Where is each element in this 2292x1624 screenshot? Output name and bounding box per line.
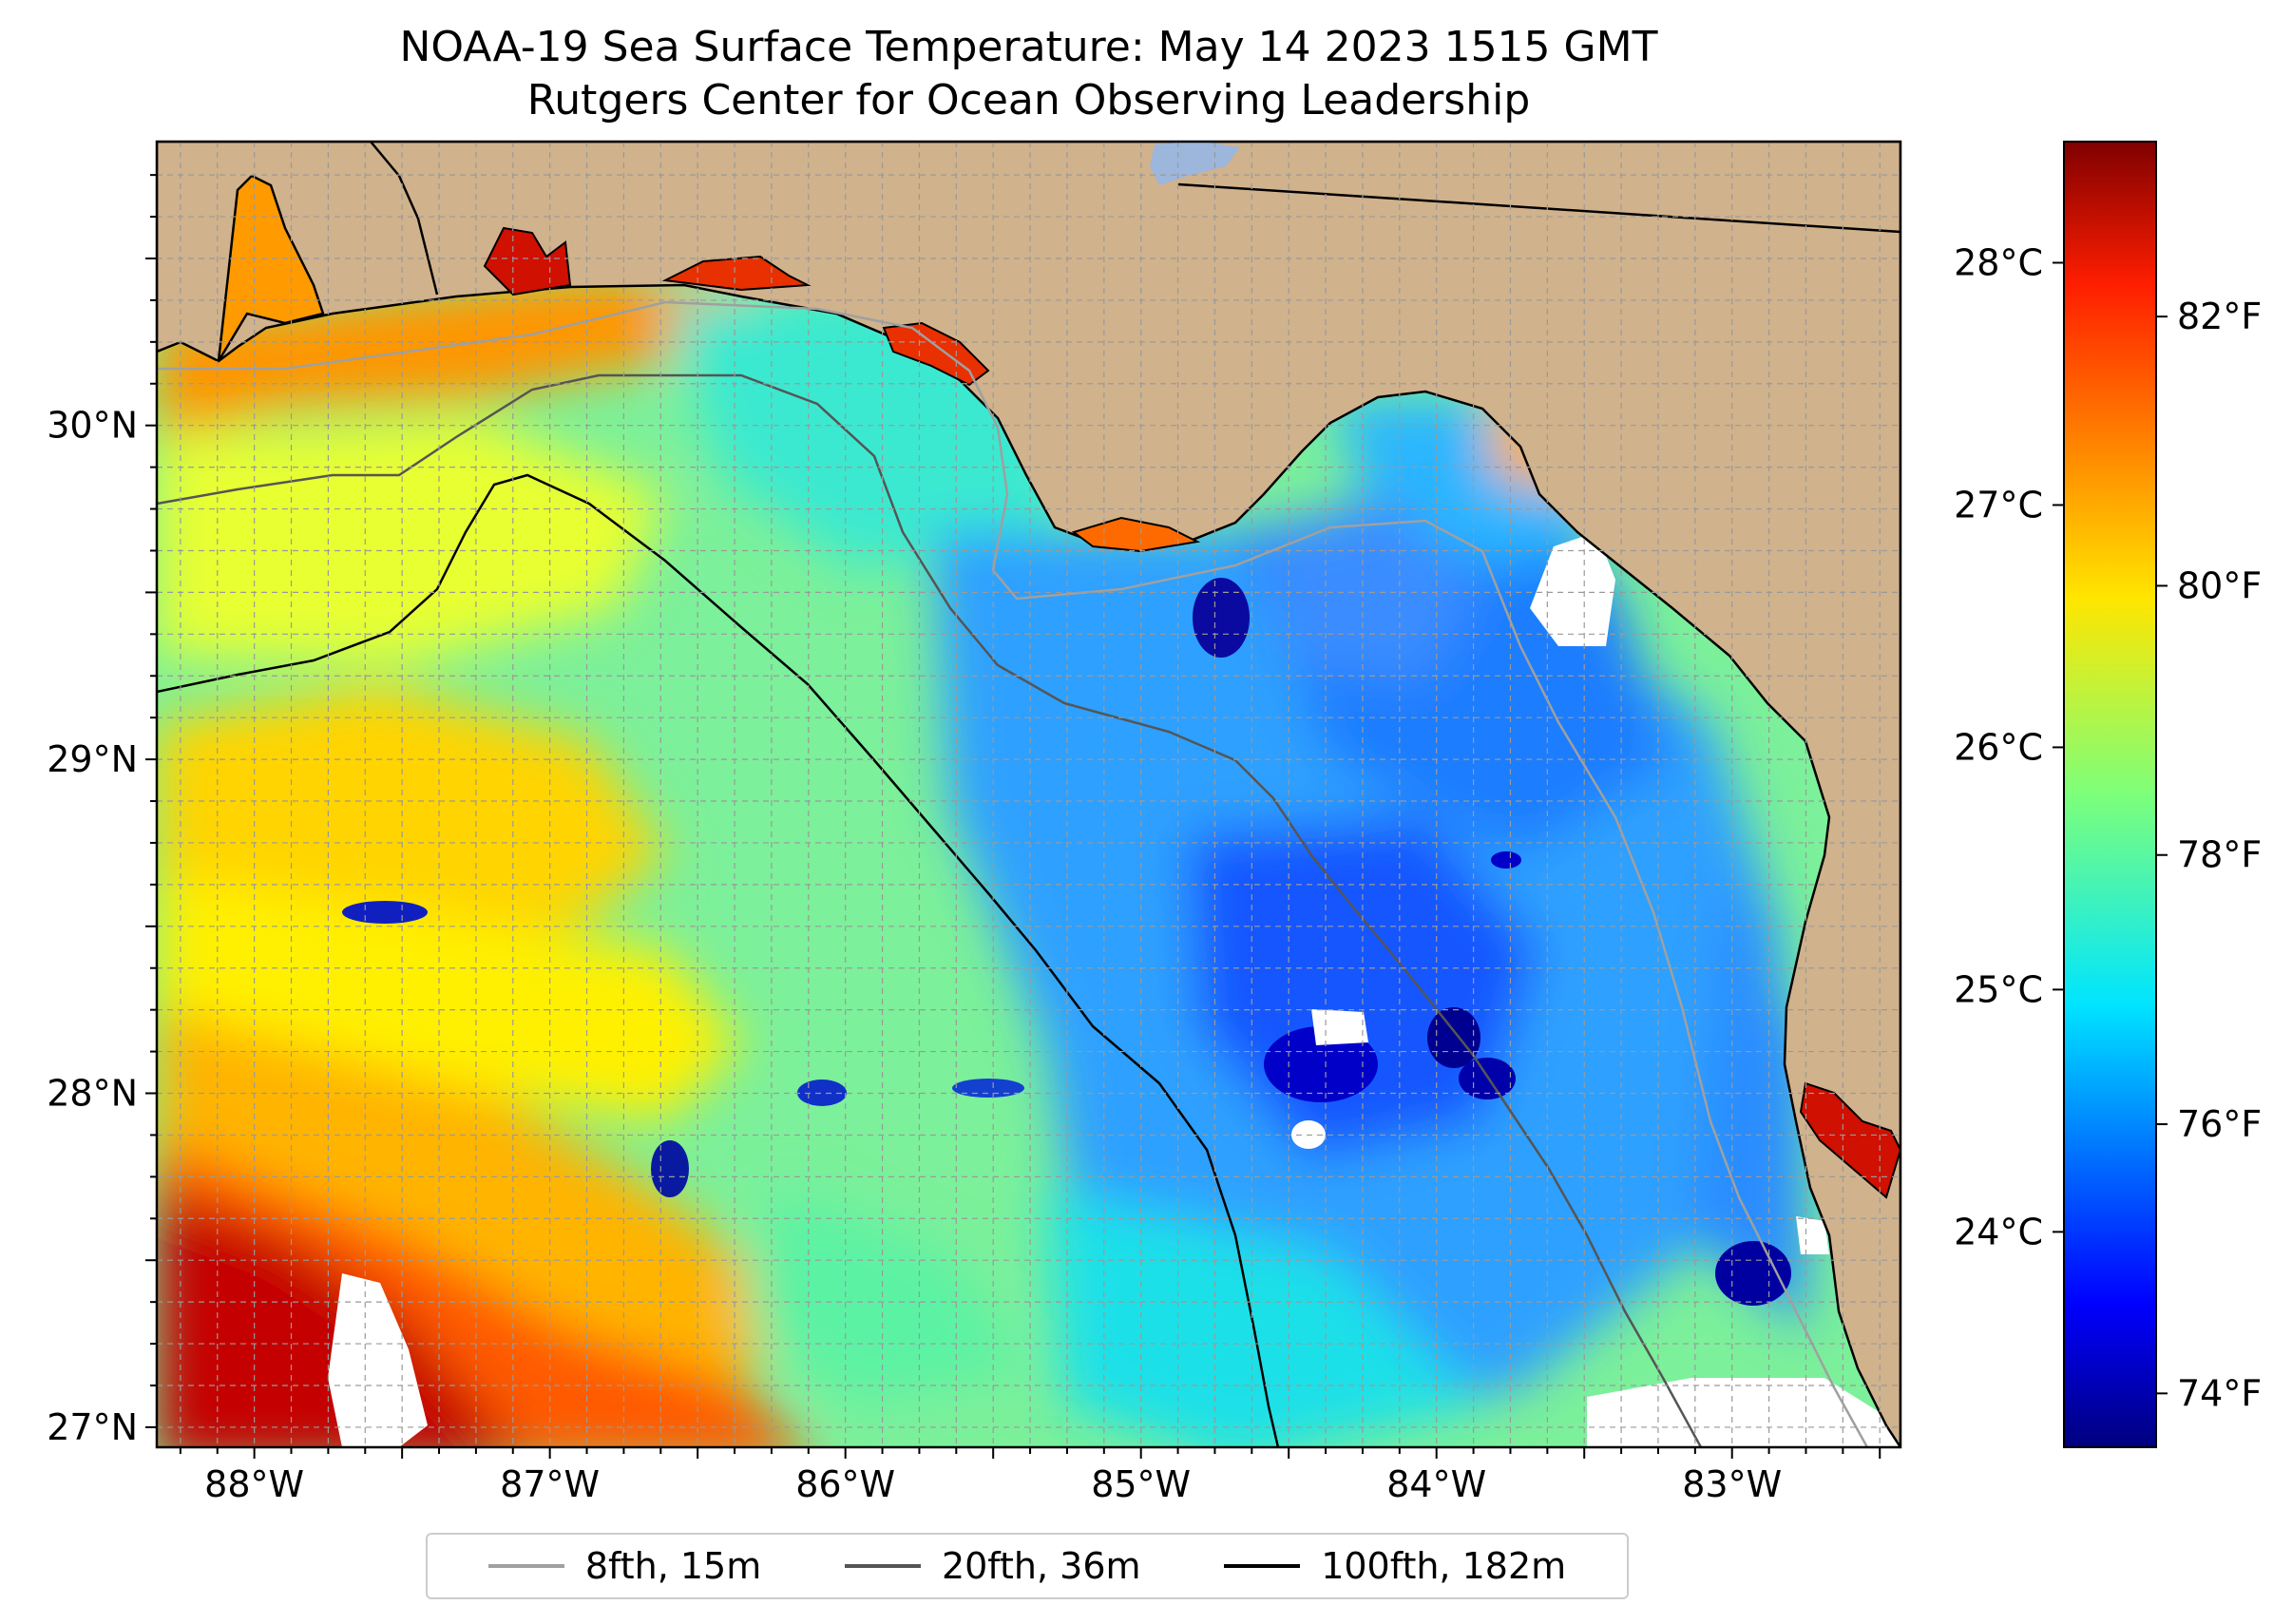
map-title: NOAA-19 Sea Surface Temperature: May 14 … bbox=[399, 23, 1658, 71]
lat-tick-label: 27°N bbox=[47, 1406, 138, 1448]
map-frame bbox=[155, 140, 1902, 1449]
pensacola-bay bbox=[483, 226, 572, 296]
mobile-bay bbox=[217, 174, 325, 362]
map-subtitle: Rutgers Center for Ocean Observing Leade… bbox=[526, 76, 1531, 124]
colorbar-ticks: 74°F 76°F 78°F 80°F 82°F 24°C 25°C 26°C 27°C 28°C bbox=[1954, 241, 2262, 1414]
lon-tick-label: 83°W bbox=[1682, 1463, 1782, 1505]
apalachicola-bay bbox=[1071, 516, 1201, 553]
fahrenheit-tick-label: 82°F bbox=[2177, 296, 2262, 337]
lon-tick-label: 87°W bbox=[500, 1463, 600, 1505]
lat-tick-label: 30°N bbox=[47, 405, 138, 447]
map-area bbox=[157, 142, 1900, 1447]
fahrenheit-tick-label: 80°F bbox=[2177, 564, 2262, 606]
isobath-20fth bbox=[157, 373, 1703, 1447]
fahrenheit-tick-label: 74°F bbox=[2177, 1372, 2262, 1414]
celsius-tick-label: 25°C bbox=[1954, 968, 2043, 1010]
st-andrew-bay bbox=[882, 321, 990, 387]
fahrenheit-tick-label: 76°F bbox=[2177, 1103, 2262, 1145]
isobath-8fth bbox=[157, 300, 1869, 1447]
legend-item-100fth: 100fth, 182m bbox=[1224, 1545, 1566, 1587]
legend-swatch-100fth bbox=[1224, 1564, 1301, 1568]
state-border-ga-fl bbox=[1177, 182, 1900, 234]
legend-swatch-8fth bbox=[487, 1564, 564, 1568]
legend-label: 8fth, 15m bbox=[584, 1545, 762, 1587]
isobath-100fth bbox=[157, 473, 1280, 1447]
legend-item-20fth: 20fth, 36m bbox=[844, 1545, 1141, 1587]
tampa-bay bbox=[1799, 1081, 1900, 1199]
state-border-al-ms bbox=[370, 142, 439, 296]
lat-tick-label: 28°N bbox=[47, 1073, 138, 1115]
legend-swatch-20fth bbox=[844, 1564, 921, 1568]
celsius-tick-label: 24°C bbox=[1954, 1211, 2043, 1252]
lon-tick-label: 84°W bbox=[1386, 1463, 1486, 1505]
celsius-tick-label: 27°C bbox=[1954, 484, 2043, 525]
depth-legend: 8fth, 15m 20fth, 36m 100fth, 182m bbox=[426, 1533, 1629, 1599]
lake-seminole bbox=[1150, 142, 1240, 185]
map-axes: 88°W 87°W 86°W 85°W 84°W 83°W 30°N 29°N 28°N 27°N bbox=[47, 174, 1881, 1505]
legend-label: 20fth, 36m bbox=[941, 1545, 1141, 1587]
land bbox=[157, 142, 1900, 1447]
lat-tick-label: 29°N bbox=[47, 738, 138, 780]
gridlines bbox=[157, 142, 1900, 1447]
lon-tick-label: 88°W bbox=[204, 1463, 304, 1505]
celsius-tick-label: 28°C bbox=[1954, 241, 2043, 283]
legend-item-8fth: 8fth, 15m bbox=[487, 1545, 762, 1587]
fahrenheit-tick-label: 78°F bbox=[2177, 834, 2262, 876]
lon-tick-label: 86°W bbox=[795, 1463, 895, 1505]
lon-tick-label: 85°W bbox=[1091, 1463, 1191, 1505]
colorbar bbox=[2063, 141, 2157, 1448]
legend-label: 100fth, 182m bbox=[1321, 1545, 1567, 1587]
celsius-tick-label: 26°C bbox=[1954, 726, 2043, 768]
